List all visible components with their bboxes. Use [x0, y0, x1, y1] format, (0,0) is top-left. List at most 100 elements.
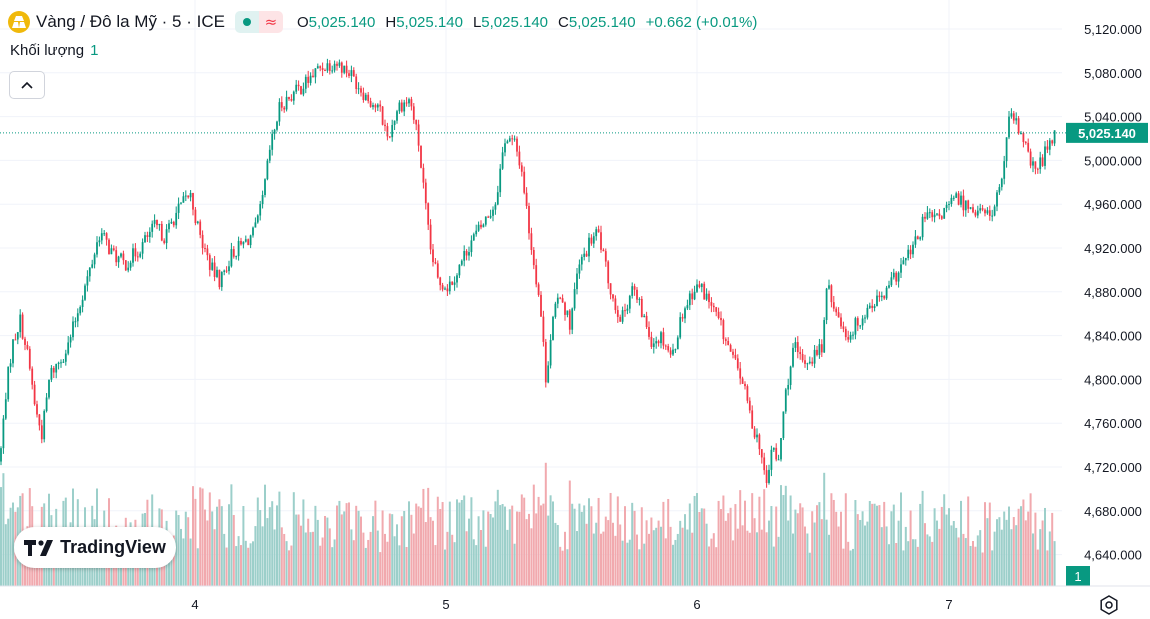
volume-bar — [912, 539, 914, 586]
candle-body — [940, 216, 943, 219]
volume-bar — [199, 487, 202, 586]
volume-bar — [729, 507, 732, 586]
candle-body — [429, 224, 432, 250]
candle-body — [259, 204, 262, 216]
volume-bar — [712, 533, 715, 586]
volume-bar — [900, 492, 902, 586]
volume-bar — [739, 490, 742, 586]
settings-gear-icon[interactable] — [1098, 594, 1120, 616]
volume-bar — [453, 542, 456, 586]
candle-body — [492, 209, 494, 216]
candle-body — [763, 457, 766, 471]
volume-bar — [1044, 507, 1046, 586]
candle-body — [345, 65, 348, 74]
volume-bar — [314, 505, 317, 586]
volume-bar — [136, 552, 139, 586]
volume-bar — [940, 506, 943, 586]
volume-bar — [655, 527, 658, 586]
volume-bar — [554, 522, 557, 586]
candle-body — [936, 213, 938, 215]
candle-body — [554, 303, 557, 317]
candle-body — [741, 378, 744, 384]
volume-bar — [590, 506, 593, 586]
candle-body — [1051, 140, 1054, 144]
candle-body — [278, 102, 281, 122]
candle-body — [48, 379, 50, 398]
candle-body — [576, 273, 578, 290]
volume-bar — [974, 546, 977, 586]
symbol-title[interactable]: Vàng / Đô la Mỹ · 5 · ICE — [36, 12, 225, 31]
candle-body — [564, 302, 566, 315]
price-tick-label: 5,040.000 — [1084, 110, 1142, 125]
volume-bar — [936, 520, 938, 586]
volume-bar — [818, 502, 821, 586]
candle-body — [888, 285, 890, 288]
volume-bar — [232, 515, 235, 586]
volume-bar — [475, 545, 478, 586]
volume-bar — [12, 502, 14, 586]
candle-body — [480, 224, 482, 228]
volume-bar — [998, 517, 1001, 586]
candle-body — [62, 361, 65, 363]
volume-bar — [235, 546, 238, 586]
volume-bar — [568, 480, 571, 586]
volume-bar — [748, 532, 751, 586]
volume-bar — [849, 550, 852, 586]
volume-bar — [796, 513, 799, 586]
volume-bar — [770, 506, 773, 586]
candle-body — [1005, 137, 1008, 162]
status-pill[interactable]: ≈ — [234, 11, 283, 33]
volume-bar — [424, 522, 427, 586]
tradingview-logo[interactable]: TradingView — [14, 527, 176, 568]
candle-body — [897, 272, 900, 282]
volume-bar — [813, 522, 816, 586]
volume-bar — [566, 549, 569, 586]
volume-bar — [463, 495, 466, 586]
volume-bar — [247, 547, 250, 586]
volume-bar — [760, 529, 763, 586]
candle-body — [991, 215, 994, 217]
volume-bar — [393, 536, 396, 586]
candle-body — [175, 212, 178, 226]
volume-bar — [2, 473, 5, 586]
candle-body — [792, 347, 794, 367]
volume-bar — [252, 541, 254, 586]
candle-body — [50, 367, 53, 380]
candle-body — [304, 76, 307, 89]
volume-bar — [602, 531, 605, 586]
volume-bar — [909, 510, 912, 586]
candle-body — [4, 399, 7, 419]
candle-body — [921, 216, 924, 238]
volume-bar — [715, 547, 718, 586]
volume-bar — [511, 505, 514, 586]
candle-body — [391, 125, 394, 138]
volume-bar — [619, 524, 622, 586]
volume-bar — [914, 539, 917, 586]
volume-bar — [799, 503, 802, 586]
collapse-legend-button[interactable] — [9, 71, 45, 99]
volume-bar — [182, 538, 185, 586]
candle-body — [578, 264, 581, 274]
high-value: 5,025.140 — [396, 13, 463, 31]
candle-body — [357, 88, 360, 90]
volume-bar — [588, 498, 590, 586]
volume-bar — [523, 497, 526, 586]
volume-bar — [470, 497, 473, 586]
volume-bar — [420, 507, 422, 586]
candle-body — [931, 212, 934, 218]
candle-body — [1027, 142, 1030, 152]
candle-body — [117, 256, 120, 263]
candle-body — [770, 449, 773, 470]
volume-bar — [458, 502, 461, 586]
volume-bar — [549, 495, 552, 586]
price-tick-label: 5,000.000 — [1084, 153, 1142, 168]
volume-bar — [652, 530, 655, 586]
volume-bar — [542, 503, 545, 586]
candle-body — [249, 235, 252, 246]
candle-body — [849, 334, 852, 340]
volume-bar — [518, 511, 521, 586]
volume-bar — [362, 532, 365, 586]
volume-bar — [266, 518, 269, 586]
candle-body — [417, 124, 420, 146]
